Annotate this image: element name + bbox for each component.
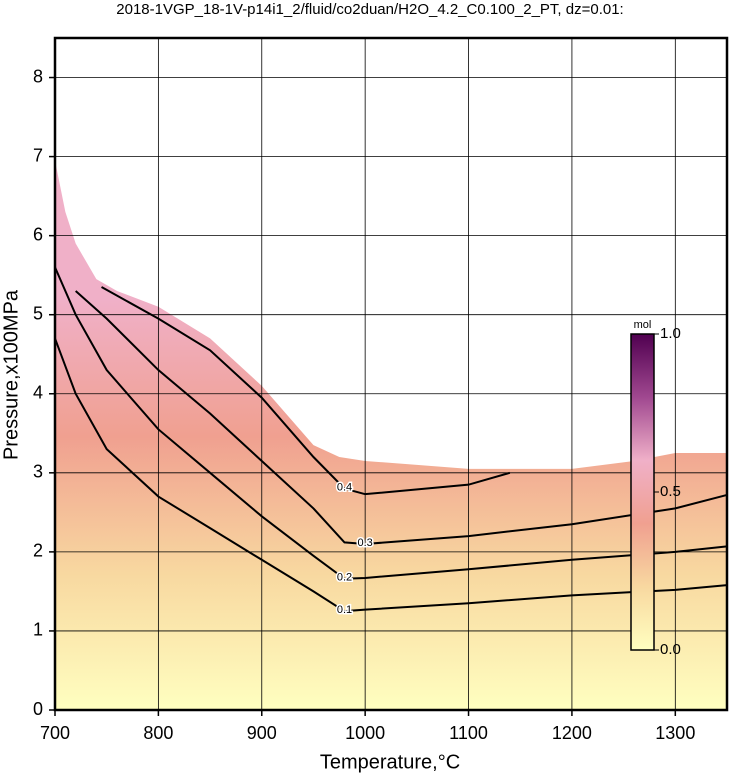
colorbar [630,333,655,651]
y-axis-label: Pressure,x100MPa [0,289,22,460]
plot-frame [53,36,729,712]
x-tick-label: 1200 [552,723,592,743]
fluid-region [55,160,727,710]
chart-title: 2018-1VGP_18-1V-p14i1_2/fluid/co2duan/H2… [116,1,623,18]
contour-label: 0.2 [337,572,352,584]
x-tick-label: 800 [143,723,173,743]
y-tick-label: 0 [33,699,43,719]
y-tick-label: 7 [33,145,43,165]
colorbar-label: mol [634,319,652,331]
x-tick-label: 1100 [449,723,488,743]
contour-line [101,286,511,496]
y-tick-label: 1 [33,620,43,640]
y-tick-label: 2 [33,541,43,561]
contour-line [54,266,728,580]
colorbar-tick-label: 1.0 [660,325,681,342]
y-tick-label: 8 [33,66,43,86]
contour-line [75,290,728,545]
x-tick-label: 1300 [655,723,695,743]
contour-label: 0.4 [337,482,352,494]
y-tick-label: 5 [33,303,43,323]
contour-label: 0.3 [358,537,373,549]
y-tick-label: 4 [33,383,43,403]
y-tick-label: 6 [33,224,43,244]
contour-line [54,338,728,613]
x-axis-label: Temperature,°C [320,751,460,773]
x-tick-label: 900 [247,723,277,743]
contour-label: 0.1 [337,604,352,616]
colorbar-tick-label: 0.5 [660,483,681,500]
x-tick-label: 700 [40,723,70,743]
y-tick-label: 3 [33,462,43,482]
colorbar-tick-label: 0.0 [660,641,681,658]
x-tick-label: 1000 [345,723,385,743]
